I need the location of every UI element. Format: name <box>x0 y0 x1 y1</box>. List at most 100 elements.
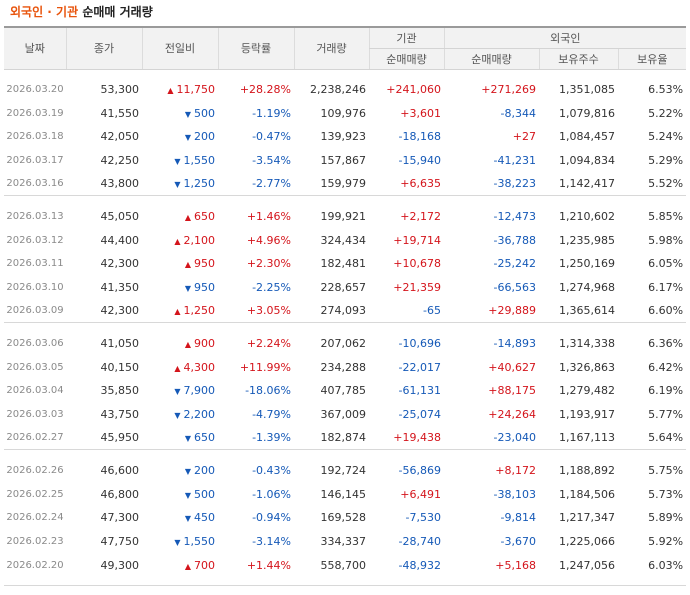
panel-title-highlight: 외국인 · 기관 <box>10 5 79 19</box>
cell-close: 42,050 <box>100 130 140 144</box>
triangle-down-icon: ▼ <box>174 537 181 547</box>
cell-ratio: 5.85% <box>648 210 684 224</box>
col-group-institution: 기관 <box>368 27 444 49</box>
cell-holdings: 1,094,834 <box>559 154 615 168</box>
cell-foreign-net: +29,889 <box>488 304 536 318</box>
cell-ratio: 5.52% <box>648 177 684 191</box>
cell-change: ▼ 200 <box>142 459 218 483</box>
cell-change: ▼ 500 <box>142 102 218 126</box>
change-value: 1,550 <box>183 154 216 168</box>
change-value: 200 <box>194 464 215 478</box>
cell-ratio: 5.64% <box>648 431 684 445</box>
cell-close: 35,850 <box>100 384 140 398</box>
cell-holdings: 1,365,614 <box>559 304 615 318</box>
cell-close: 42,300 <box>100 304 140 318</box>
cell-change: ▼ 450 <box>142 506 218 530</box>
cell-foreign-net: -14,893 <box>493 337 536 351</box>
table-row: 2026.02.27 45,950 ▼ 650 -1.39% 182,874 +19,438… <box>4 426 686 450</box>
cell-foreign-net: +271,269 <box>481 83 536 97</box>
cell-change: ▼ 200 <box>142 125 218 149</box>
cell-inst-net: +3,601 <box>400 106 441 120</box>
cell-ratio: 5.75% <box>648 464 684 478</box>
cell-volume: 324,434 <box>320 233 367 247</box>
cell-foreign-net: +40,627 <box>488 360 536 374</box>
triangle-down-icon: ▼ <box>174 411 181 421</box>
cell-ratio: 6.17% <box>648 281 684 295</box>
table-row: 2026.03.20 53,300 ▲ 11,750 +28.28% 2,238,246 +… <box>4 78 686 102</box>
cell-change: ▼ 2,200 <box>142 403 218 427</box>
cell-inst-net: +19,714 <box>393 233 441 247</box>
cell-rate: +3.05% <box>246 304 291 318</box>
change-value: 7,900 <box>183 384 216 398</box>
cell-close: 45,950 <box>100 431 140 445</box>
triangle-down-icon: ▼ <box>184 109 191 119</box>
col-change: 전일비 <box>141 27 218 70</box>
cell-volume: 199,921 <box>320 210 367 224</box>
col-inst-net: 순매매량 <box>368 48 444 70</box>
cell-inst-net: +241,060 <box>386 83 441 97</box>
cell-ratio: 5.22% <box>648 106 684 120</box>
triangle-down-icon: ▼ <box>184 514 191 524</box>
cell-foreign-net: -8,344 <box>500 106 536 120</box>
cell-holdings: 1,193,917 <box>559 408 615 422</box>
trading-table: 날짜 종가 전일비 등락률 거래량 기관 외국인 순매매량 순매매량 보유주수 … <box>4 26 687 586</box>
table-row: 2026.03.18 42,050 ▼ 200 -0.47% 139,923 -18,168… <box>4 125 686 149</box>
cell-date: 2026.02.26 <box>6 465 64 477</box>
cell-holdings: 1,167,113 <box>559 431 615 445</box>
cell-volume: 159,979 <box>320 177 367 191</box>
cell-inst-net: -15,940 <box>398 154 441 168</box>
col-volume: 거래량 <box>293 27 369 70</box>
cell-rate: -0.43% <box>252 464 291 478</box>
cell-ratio: 5.92% <box>648 534 684 548</box>
cell-change: ▲ 11,750 <box>142 78 218 102</box>
cell-date: 2026.03.20 <box>6 84 64 96</box>
cell-ratio: 6.19% <box>648 384 684 398</box>
triangle-down-icon: ▼ <box>174 180 181 190</box>
cell-volume: 274,093 <box>320 304 367 318</box>
cell-inst-net: -61,131 <box>398 384 441 398</box>
group-separator <box>4 322 687 332</box>
cell-holdings: 1,184,506 <box>559 487 615 501</box>
cell-inst-net: +6,635 <box>400 177 441 191</box>
cell-holdings: 1,351,085 <box>559 83 615 97</box>
table-row: 2026.02.26 46,600 ▼ 200 -0.43% 192,724 -56,869… <box>4 459 686 483</box>
cell-close: 45,050 <box>100 210 140 224</box>
cell-change: ▼ 1,550 <box>142 530 218 554</box>
cell-date: 2026.03.13 <box>6 211 64 223</box>
triangle-down-icon: ▼ <box>174 157 181 167</box>
cell-foreign-net: +27 <box>512 130 536 144</box>
cell-close: 43,800 <box>100 177 140 191</box>
cell-inst-net: +19,438 <box>393 431 441 445</box>
triangle-up-icon: ▲ <box>184 340 191 350</box>
cell-inst-net: -18,168 <box>398 130 441 144</box>
change-value: 650 <box>194 210 215 224</box>
cell-inst-net: -65 <box>423 304 441 318</box>
cell-close: 53,300 <box>100 83 140 97</box>
cell-rate: -1.19% <box>252 106 291 120</box>
cell-date: 2026.03.04 <box>6 385 64 397</box>
table-row: 2026.03.13 45,050 ▲ 650 +1.46% 199,921 +2,172-… <box>4 205 686 229</box>
cell-close: 42,300 <box>100 257 140 271</box>
change-value: 1,250 <box>183 304 216 318</box>
table-row: 2026.03.03 43,750 ▼ 2,200 -4.79% 367,009 -25,0… <box>4 403 686 427</box>
table-row: 2026.03.06 41,050 ▲ 900 +2.24% 207,062 -10,696… <box>4 332 686 356</box>
cell-volume: 2,238,246 <box>310 83 366 97</box>
cell-close: 47,750 <box>100 534 140 548</box>
cell-date: 2026.03.16 <box>6 178 64 190</box>
cell-ratio: 5.29% <box>648 154 684 168</box>
cell-volume: 228,657 <box>320 281 367 295</box>
cell-date: 2026.02.25 <box>6 488 64 500</box>
cell-rate: +4.96% <box>246 233 291 247</box>
cell-foreign-net: +88,175 <box>488 384 536 398</box>
cell-rate: -18.06% <box>245 384 291 398</box>
cell-volume: 157,867 <box>320 154 367 168</box>
change-value: 200 <box>194 130 215 144</box>
cell-inst-net: -22,017 <box>398 360 441 374</box>
cell-date: 2026.03.18 <box>6 131 64 143</box>
table-end <box>4 577 687 586</box>
cell-foreign-net: -41,231 <box>493 154 536 168</box>
triangle-up-icon: ▲ <box>174 307 181 317</box>
table-row: 2026.03.10 41,350 ▼ 950 -2.25% 228,657 +21,359… <box>4 276 686 300</box>
cell-volume: 367,009 <box>320 408 367 422</box>
col-date: 날짜 <box>4 27 66 70</box>
